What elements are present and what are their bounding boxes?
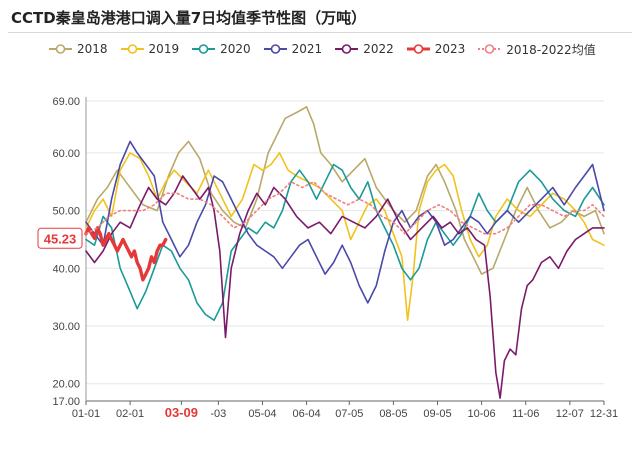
last-value-badge [37, 227, 83, 249]
legend-label: 2018 [77, 42, 108, 56]
legend-item[interactable]: 2019 [120, 42, 180, 56]
x-tick-label: 11-06 [512, 408, 539, 420]
legend-swatch-marker [341, 44, 352, 54]
legend-item[interactable]: 2021 [263, 42, 323, 56]
series-line-2023 [84, 226, 168, 282]
legend-swatch [192, 44, 216, 54]
legend-item[interactable]: 2022 [334, 42, 394, 56]
legend-label: 2018-2022均值 [506, 42, 596, 57]
legend-swatch [406, 44, 430, 54]
x-tick-label: 10-06 [468, 408, 496, 420]
chart-legend: 2018 2019 2020 2021 2022 2023 2018-2022均值 [48, 38, 608, 60]
legend-swatch-marker [484, 44, 495, 54]
y-tick-label: 50.00 [52, 206, 80, 218]
series-line-2018-2022均值 [85, 181, 605, 235]
x-tick-label-highlight: 03-09 [165, 405, 198, 420]
legend-item[interactable]: 2023 [406, 42, 466, 56]
x-tick-label: 06-04 [293, 408, 321, 420]
x-tick-label: -03 [210, 408, 226, 420]
x-tick-label: 08-05 [379, 408, 407, 420]
series-line-2021 [85, 140, 605, 304]
legend-swatch-marker [55, 44, 66, 54]
legend-swatch-marker [127, 44, 137, 54]
y-tick-label: 17.00 [52, 396, 80, 408]
legend-swatch-marker [198, 44, 209, 54]
legend-swatch [478, 44, 502, 54]
legend-swatch [120, 44, 144, 54]
y-tick-label: 40.00 [52, 263, 80, 275]
y-tick-label: 30.00 [52, 321, 80, 333]
title-divider [8, 32, 632, 33]
x-tick-label: 09-05 [423, 408, 451, 420]
y-tick-label: 69.00 [52, 96, 80, 108]
legend-label: 2020 [220, 42, 251, 56]
legend-item[interactable]: 2020 [191, 42, 251, 56]
legend-swatch-marker [413, 44, 424, 54]
legend-swatch [49, 44, 72, 54]
x-tick-label: 02-01 [116, 408, 144, 420]
chart-title: CCTD秦皇岛港港口调入量7日均值季节性图（万吨） [11, 9, 367, 27]
legend-label: 2019 [148, 42, 180, 56]
x-tick-label: 12-07 [556, 408, 584, 420]
y-tick-label: 20.00 [52, 379, 80, 391]
legend-swatch-marker [270, 44, 280, 54]
legend-swatch [335, 44, 359, 54]
x-tick-label: 01-01 [72, 408, 100, 420]
y-tick-label: 60.00 [52, 148, 80, 160]
x-tick-label: 12-31 [590, 408, 618, 420]
legend-item[interactable]: 2018-2022均值 [477, 41, 596, 58]
series-line-2018 [85, 106, 605, 275]
x-tick-label: 05-04 [248, 408, 276, 420]
last-value-label: 45.23 [44, 231, 77, 246]
series-line-2019 [85, 152, 605, 322]
legend-label: 2022 [363, 42, 394, 56]
legend-label: 2023 [434, 42, 466, 56]
legend-label: 2021 [291, 42, 323, 56]
x-tick-label: 07-05 [335, 408, 363, 420]
legend-item[interactable]: 2018 [48, 42, 108, 56]
legend-swatch [263, 44, 287, 54]
